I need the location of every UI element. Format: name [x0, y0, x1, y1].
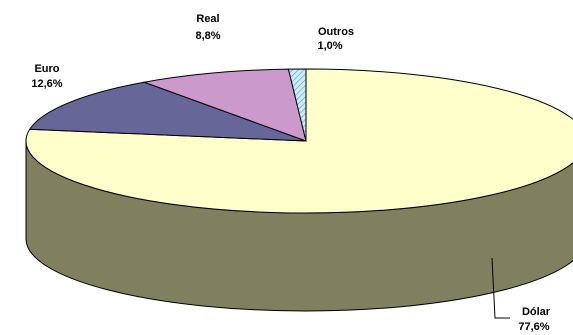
label-outros-name: Outros [318, 26, 354, 38]
pie-slice-real [142, 68, 307, 142]
pie-slice-outros [287, 68, 307, 142]
label-real-name: Real [196, 13, 219, 25]
label-outros-value: 1,0% [317, 40, 342, 52]
label-dolar-value: 77,6% [518, 321, 549, 333]
leader-line-dolar [491, 257, 510, 319]
label-euro-value: 12,6% [31, 78, 62, 90]
pie-slices [25, 68, 573, 214]
label-real-value: 8,8% [195, 30, 220, 42]
pie-labels: Real 8,8% Outros 1,0% Euro 12,6% Dólar 7… [31, 13, 550, 333]
label-euro-name: Euro [34, 63, 59, 75]
label-dolar-name: Dólar [522, 306, 551, 318]
pie-slice-euro [28, 81, 307, 142]
